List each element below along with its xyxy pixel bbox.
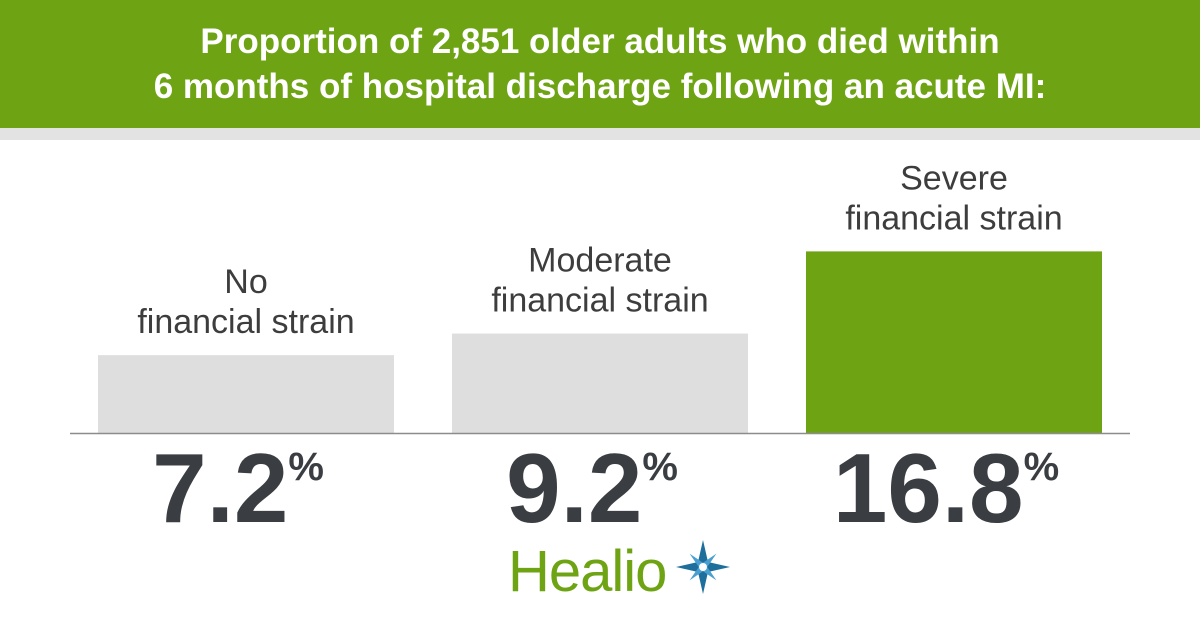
bar-category-label: Severe financial strain	[845, 159, 1062, 237]
bar-category-label: Moderate financial strain	[491, 242, 708, 320]
logo-text: Healio	[508, 539, 667, 604]
chart-title-line-2: 6 months of hospital discharge following…	[153, 67, 1047, 106]
bar	[452, 333, 748, 433]
bar	[98, 355, 394, 433]
header-divider	[0, 128, 1200, 140]
chart-title-line-1: Proportion of 2,851 older adults who die…	[200, 22, 1000, 61]
bar-value-label: 16.8%	[833, 433, 1059, 543]
bar-value-label: 9.2%	[506, 433, 678, 543]
star-icon	[676, 540, 730, 594]
healio-logo: Healio	[508, 536, 730, 608]
chart-title: Proportion of 2,851 older adults who die…	[0, 0, 1200, 128]
bar-category-label: No financial strain	[137, 263, 354, 341]
bar-value-label: 7.2%	[152, 433, 324, 543]
bar	[806, 251, 1102, 433]
